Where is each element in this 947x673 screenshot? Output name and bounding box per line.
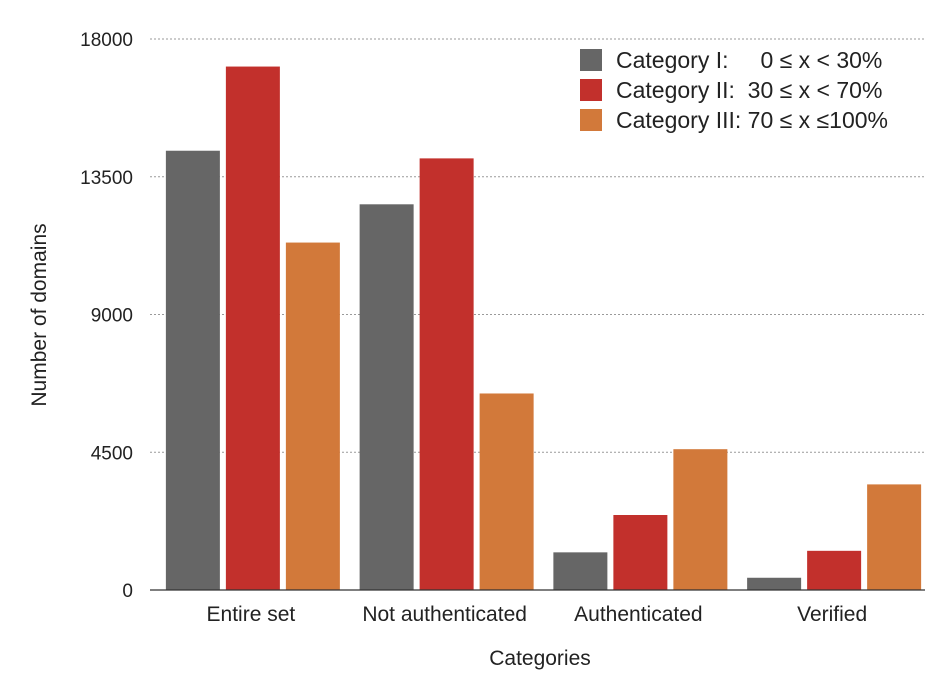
legend-swatch: [580, 49, 602, 71]
x-tick-label: Verified: [797, 603, 867, 626]
x-axis-label: Categories: [489, 647, 591, 670]
bar-2-3: [613, 515, 668, 590]
bar-1-4: [747, 577, 802, 590]
bar-3-4: [867, 484, 922, 590]
legend-swatch: [580, 109, 602, 131]
y-tick-label: 4500: [91, 443, 133, 464]
bar-1-2: [359, 204, 414, 591]
y-tick-label: 0: [122, 581, 133, 602]
bar-2-2: [419, 158, 474, 590]
bar-3-3: [673, 449, 728, 590]
y-tick-label: 18000: [80, 30, 133, 51]
bar-3-2: [479, 393, 534, 590]
y-axis-label: Number of domains: [28, 223, 51, 406]
x-tick-label: Entire set: [207, 603, 296, 626]
x-tick-label: Authenticated: [574, 603, 702, 626]
x-tick-label: Not authenticated: [362, 603, 527, 626]
bar-3-1: [285, 242, 340, 590]
y-tick-label: 9000: [91, 306, 133, 327]
bar-1-1: [165, 150, 220, 590]
axes: 0 4500 9000 13500 18000 Entire set Not authent…: [80, 30, 925, 626]
legend: Category I: 0 ≤ x < 30% Category II: 30 ≤…: [580, 47, 888, 133]
legend-label: Category I: 0 ≤ x < 30%: [616, 47, 882, 73]
bar-1-3: [553, 552, 608, 590]
bars: [165, 66, 922, 591]
legend-label: Category III: 70 ≤ x ≤100%: [616, 107, 888, 133]
bar-2-4: [807, 550, 862, 590]
bar-2-1: [225, 66, 280, 591]
legend-swatch: [580, 79, 602, 101]
legend-label: Category II: 30 ≤ x < 70%: [616, 77, 882, 103]
y-tick-label: 13500: [80, 168, 133, 189]
